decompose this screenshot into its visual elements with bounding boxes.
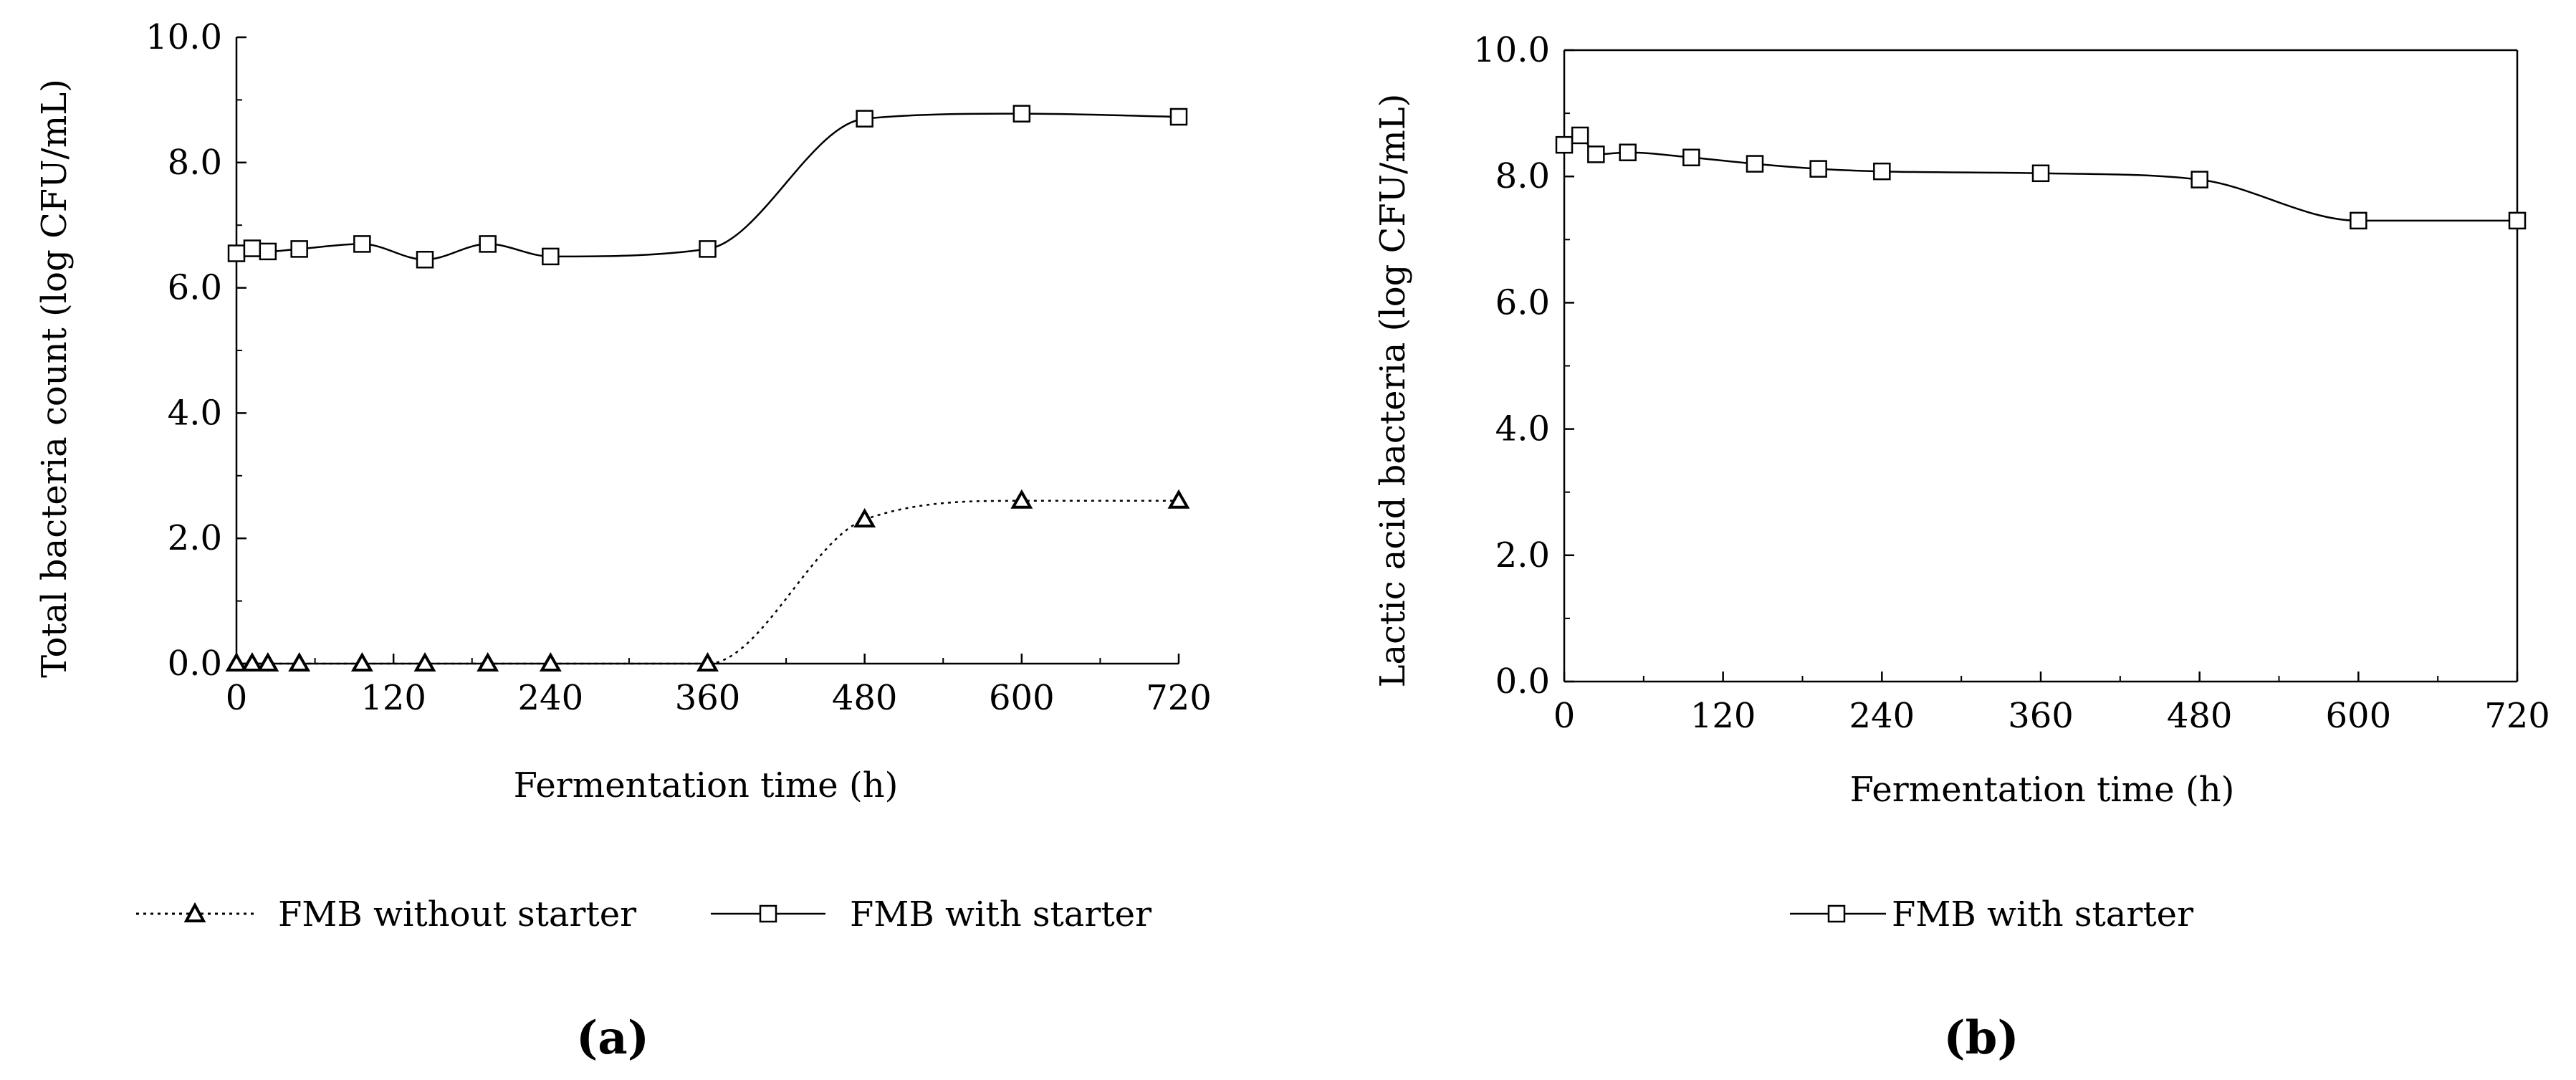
- triangle-point: [241, 651, 264, 672]
- square-point: [1012, 105, 1031, 123]
- x-tick-label: 240: [518, 678, 584, 718]
- triangle-point: [225, 651, 248, 672]
- panel-b-y-axis-label: Lactic acid bacteria (log CFU/mL): [1373, 94, 1413, 688]
- triangle-point: [350, 651, 373, 672]
- square-point: [542, 247, 560, 266]
- y-tick-label: 6.0: [168, 268, 222, 308]
- square-point: [699, 240, 717, 258]
- square-point: [2350, 211, 2367, 230]
- y-tick-label: 4.0: [168, 393, 222, 433]
- panel-a-tick-labels: 0.0 2.0 4.0 6.0 8.0 10.0 0 120 240 360 480 600 720: [145, 17, 1212, 718]
- square-point: [479, 235, 497, 253]
- panel-a-legend: FMB without starter FMB with starter: [136, 894, 1151, 935]
- y-tick-label: 6.0: [1495, 282, 1550, 322]
- square-point: [1619, 143, 1637, 161]
- triangle-point: [257, 651, 279, 672]
- panel-b-markers: [1555, 126, 2527, 230]
- x-tick-label: 360: [675, 678, 741, 718]
- legend-triangle-marker: [183, 902, 206, 922]
- legend-label-fmb-without-starter: FMB without starter: [278, 894, 636, 935]
- triangle-point: [413, 651, 436, 672]
- triangle-point: [696, 651, 719, 672]
- y-tick-label: 2.0: [1495, 535, 1550, 575]
- x-tick-label: 600: [989, 678, 1055, 718]
- square-point: [1873, 162, 1891, 181]
- x-tick-label: 120: [1690, 696, 1756, 736]
- panel-a-axes: [235, 36, 1180, 665]
- triangle-point: [288, 651, 311, 672]
- x-tick-label: 600: [2326, 696, 2392, 736]
- square-point: [856, 110, 873, 128]
- x-tick-label: 720: [1146, 678, 1212, 718]
- panel-b-tick-labels: 0.0 2.0 4.0 6.0 8.0 10.0 0 120 240 360 480 600 720: [1473, 30, 2550, 736]
- panel-b-x-axis-label: Fermentation time (h): [1850, 770, 2235, 810]
- panel-b-series-lines: [1564, 134, 2517, 222]
- series-line-0: [236, 500, 1179, 665]
- panel-b-legend: FMB with starter: [1790, 894, 2193, 935]
- x-tick-label: 480: [832, 678, 898, 718]
- square-point: [1571, 126, 1589, 145]
- square-point: [1555, 135, 1574, 154]
- panel-a-x-axis-label: Fermentation time (h): [514, 765, 899, 806]
- triangle-point: [539, 651, 562, 672]
- y-tick-label: 2.0: [168, 518, 222, 558]
- triangle-point: [853, 507, 876, 527]
- panel-b-label: (b): [1943, 1011, 2019, 1065]
- y-tick-label: 10.0: [1473, 30, 1550, 70]
- x-tick-label: 240: [1849, 696, 1915, 736]
- legend-label-fmb-with-starter-b: FMB with starter: [1892, 894, 2193, 935]
- y-tick-label: 8.0: [1495, 156, 1550, 196]
- y-tick-label: 4.0: [1495, 409, 1550, 449]
- x-tick-label: 360: [2008, 696, 2074, 736]
- square-point: [1169, 107, 1188, 126]
- square-point: [1682, 148, 1700, 167]
- square-point: [1587, 145, 1605, 163]
- series-line-1: [236, 113, 1179, 261]
- y-tick-label: 10.0: [145, 17, 222, 57]
- panel-a-markers: [225, 105, 1190, 672]
- y-tick-label: 8.0: [168, 143, 222, 183]
- square-point: [2031, 164, 2050, 183]
- panel-a-label: (a): [576, 1011, 649, 1065]
- legend-square-marker-b: [1827, 904, 1846, 923]
- square-point: [227, 244, 246, 262]
- square-point: [243, 239, 262, 257]
- x-tick-label: 0: [226, 678, 248, 718]
- series-line-0: [1564, 134, 2517, 222]
- square-point: [1809, 160, 1827, 178]
- panel-a-y-axis-label: Total bacteria count (log CFU/mL): [34, 79, 75, 678]
- panel-a: 0.0 2.0 4.0 6.0 8.0 10.0 0 120 240 360 480 600 720 F…: [34, 17, 1212, 1065]
- square-point: [259, 242, 277, 261]
- panel-b-axes: [1563, 49, 2519, 683]
- x-tick-label: 720: [2484, 696, 2550, 736]
- square-point: [2508, 211, 2527, 230]
- square-point: [2190, 171, 2208, 188]
- x-tick-label: 480: [2167, 696, 2233, 736]
- square-point: [1746, 155, 1764, 173]
- x-tick-label: 120: [360, 678, 426, 718]
- square-point: [416, 251, 434, 269]
- square-point: [353, 235, 371, 253]
- legend-label-fmb-with-starter: FMB with starter: [850, 894, 1151, 935]
- legend-square-marker: [759, 904, 777, 923]
- y-tick-label: 0.0: [168, 644, 222, 684]
- panel-b: 0.0 2.0 4.0 6.0 8.0 10.0 0 120 240 360 480 600 720 F…: [1373, 30, 2550, 1065]
- triangle-point: [1010, 489, 1033, 509]
- square-point: [290, 240, 308, 258]
- y-tick-label: 0.0: [1495, 661, 1550, 702]
- x-tick-label: 0: [1553, 696, 1576, 736]
- panel-a-series-lines: [236, 113, 1179, 665]
- triangle-point: [477, 651, 499, 672]
- triangle-point: [1167, 489, 1190, 509]
